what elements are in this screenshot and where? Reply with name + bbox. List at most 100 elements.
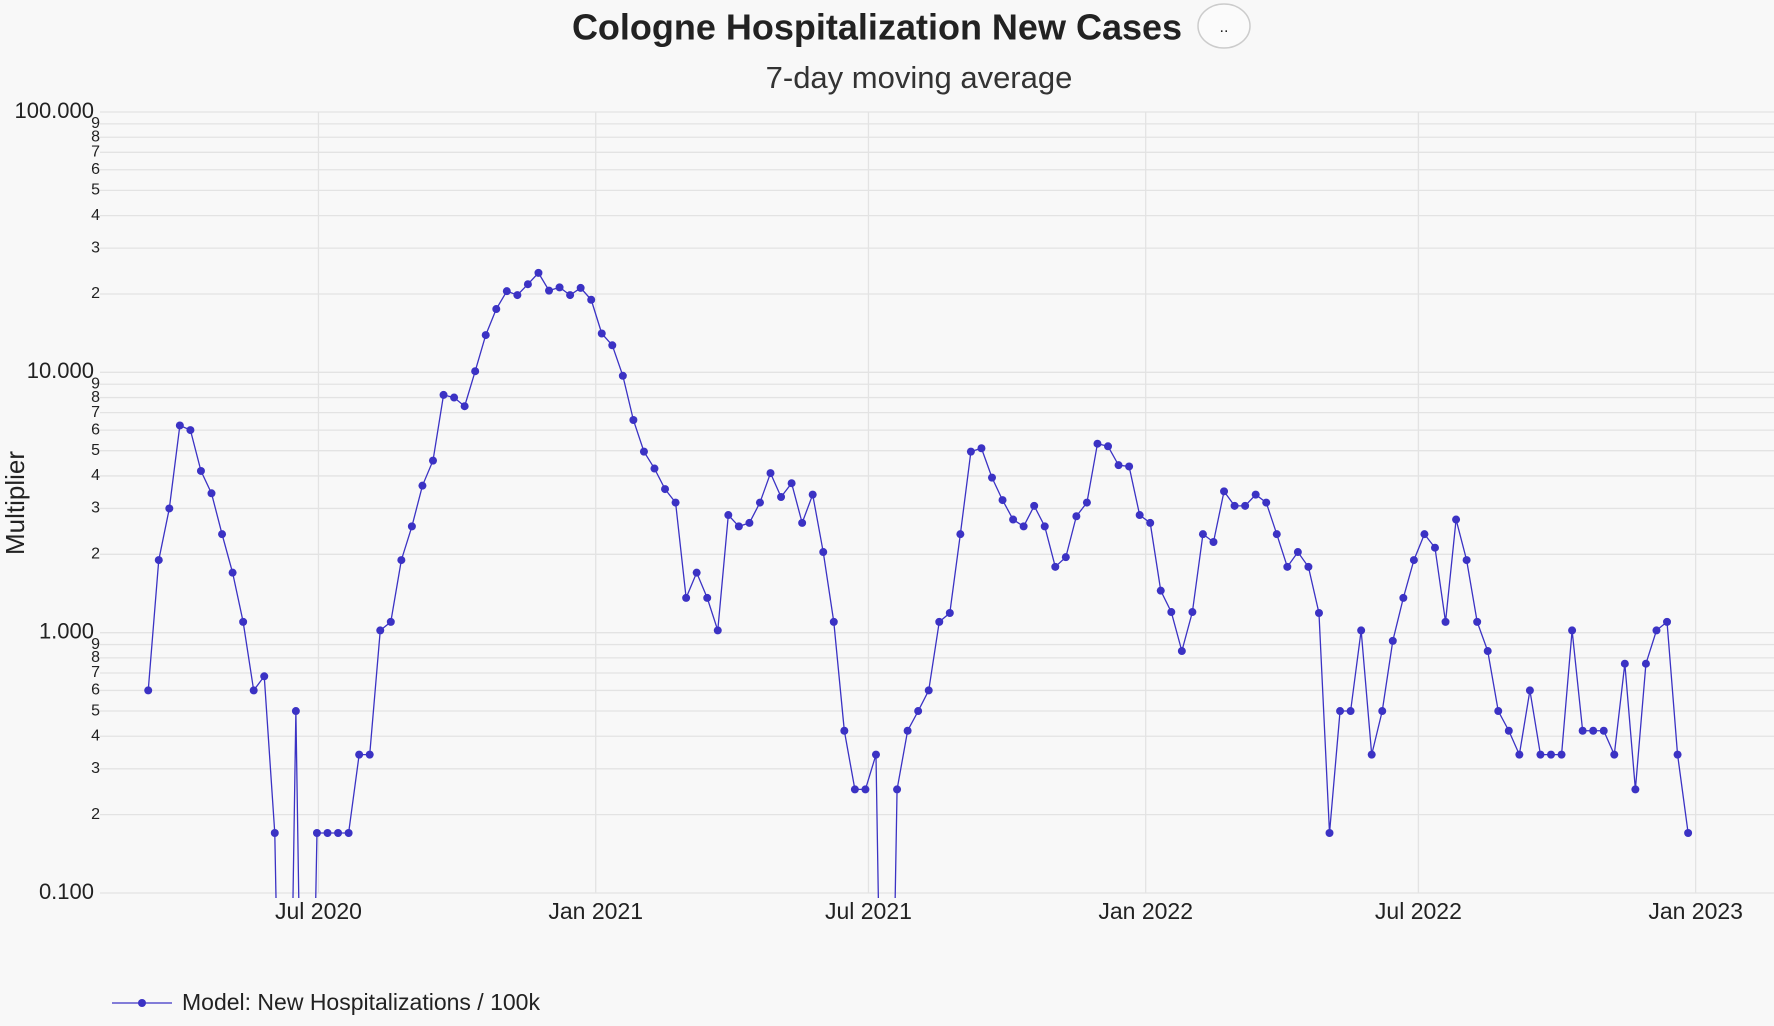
data-point <box>1367 750 1376 759</box>
data-point <box>1146 518 1155 527</box>
data-point <box>808 490 817 499</box>
data-point <box>819 548 828 557</box>
data-point <box>1093 439 1102 448</box>
data-point <box>1051 562 1060 571</box>
data-point <box>1684 829 1693 838</box>
y-axis-title: Multiplier <box>0 451 30 555</box>
data-point <box>1283 562 1292 571</box>
data-point <box>1114 461 1123 470</box>
data-point <box>1441 617 1450 626</box>
data-point <box>207 489 216 498</box>
legend-label: Model: New Hospitalizations / 100k <box>182 989 540 1015</box>
data-point <box>471 367 480 376</box>
data-point <box>1325 829 1334 838</box>
data-point <box>418 481 427 490</box>
data-point <box>450 393 459 402</box>
data-point <box>365 750 374 759</box>
y-minor-tick-label: 6 <box>91 682 100 699</box>
data-point <box>850 785 859 794</box>
x-tick-label: Jan 2023 <box>1648 898 1743 924</box>
data-point <box>671 498 680 507</box>
data-point <box>1272 530 1281 539</box>
data-point <box>1578 726 1587 735</box>
y-minor-tick-label: 8 <box>91 389 100 406</box>
menu-button[interactable]: .. <box>1197 3 1251 49</box>
data-point <box>1040 522 1049 531</box>
x-tick-label: Jan 2021 <box>548 898 643 924</box>
data-point <box>608 341 617 350</box>
y-minor-tick-label: 8 <box>91 649 100 666</box>
data-point <box>1515 750 1524 759</box>
data-point <box>1462 556 1471 565</box>
data-point <box>840 726 849 735</box>
data-point <box>1589 726 1598 735</box>
data-point <box>893 785 902 794</box>
y-minor-tick-label: 4 <box>91 467 100 484</box>
y-minor-tick-label: 7 <box>91 144 100 161</box>
x-tick-label: Jul 2022 <box>1375 898 1462 924</box>
data-point <box>945 608 954 617</box>
data-point <box>1262 498 1271 507</box>
data-point <box>428 456 437 465</box>
y-minor-tick-label: 8 <box>91 128 100 145</box>
data-point <box>439 390 448 399</box>
data-point <box>1009 515 1018 524</box>
y-minor-tick-label: 7 <box>91 664 100 681</box>
data-point <box>1388 636 1397 645</box>
data-point <box>798 518 807 527</box>
menu-button-shape[interactable] <box>1197 3 1251 49</box>
data-point <box>1304 562 1313 571</box>
data-point <box>481 331 490 340</box>
data-point <box>1494 707 1503 716</box>
data-point <box>1473 617 1482 626</box>
data-point <box>312 829 321 838</box>
data-point <box>787 479 796 488</box>
data-point <box>196 466 205 475</box>
data-point <box>966 447 975 456</box>
data-point <box>713 626 722 635</box>
data-point <box>555 283 564 292</box>
data-point <box>165 504 174 513</box>
y-minor-tick-label: 7 <box>91 404 100 421</box>
data-point <box>334 829 343 838</box>
data-point <box>639 447 648 456</box>
x-tick-label: Jul 2021 <box>825 898 912 924</box>
y-tick-label: 1.000 <box>39 618 94 643</box>
data-point <box>1536 750 1545 759</box>
menu-button-label[interactable]: .. <box>1220 19 1229 36</box>
data-point <box>144 686 153 695</box>
data-point <box>218 530 227 539</box>
data-point <box>1599 726 1608 735</box>
data-point <box>523 280 532 289</box>
grid <box>100 111 1774 894</box>
data-point <box>861 785 870 794</box>
data-point <box>1409 556 1418 565</box>
data-point <box>534 268 543 277</box>
y-minor-tick-label: 2 <box>91 546 100 563</box>
chart-title: Cologne Hospitalization New Cases <box>572 7 1182 48</box>
y-minor-tick-label: 2 <box>91 806 100 823</box>
data-point <box>1483 647 1492 656</box>
data-point <box>492 305 501 314</box>
data-point <box>1241 501 1250 510</box>
data-point <box>1547 750 1556 759</box>
data-point <box>1220 487 1229 496</box>
data-point <box>777 492 786 501</box>
data-point <box>270 829 279 838</box>
data-point <box>1673 750 1682 759</box>
y-minor-tick-label: 2 <box>91 285 100 302</box>
data-point <box>1019 522 1028 531</box>
data-point <box>745 518 754 527</box>
data-point <box>407 522 416 531</box>
y-tick-label: 10.000 <box>27 358 94 383</box>
data-point <box>1357 626 1366 635</box>
data-point <box>376 626 385 635</box>
data-point <box>1336 707 1345 716</box>
data-point <box>618 371 627 380</box>
y-minor-tick-label: 6 <box>91 421 100 438</box>
data-point <box>1557 750 1566 759</box>
data-point <box>1167 608 1176 617</box>
y-minor-tick-label: 4 <box>91 207 100 224</box>
y-minor-tick-label: 9 <box>91 375 100 392</box>
data-point <box>175 421 184 430</box>
